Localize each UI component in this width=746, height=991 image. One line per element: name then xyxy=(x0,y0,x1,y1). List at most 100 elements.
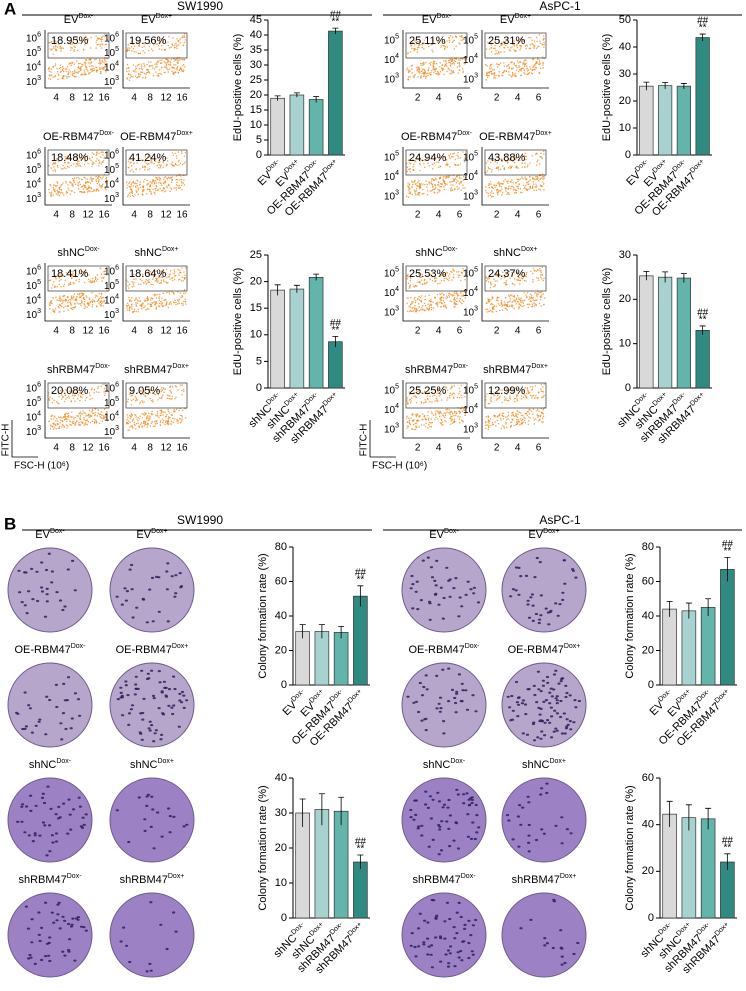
event-dot xyxy=(65,398,66,399)
event-dot xyxy=(183,182,184,183)
event-dot xyxy=(418,67,419,68)
event-dot xyxy=(489,422,490,423)
event-dot xyxy=(419,70,420,71)
event-dot xyxy=(73,296,74,297)
colony xyxy=(51,912,54,914)
event-dot xyxy=(175,43,176,44)
event-dot xyxy=(530,271,531,272)
event-dot xyxy=(450,300,451,301)
event-dot xyxy=(48,398,49,399)
event-dot xyxy=(437,189,438,190)
event-dot xyxy=(182,303,183,304)
event-dot xyxy=(166,185,167,186)
colony xyxy=(410,587,413,589)
event-dot xyxy=(159,180,160,181)
event-dot xyxy=(532,67,533,68)
event-dot xyxy=(99,161,100,162)
event-dot xyxy=(493,188,494,189)
event-dot xyxy=(168,409,169,410)
colony xyxy=(564,696,567,698)
event-dot xyxy=(486,163,487,164)
event-dot xyxy=(506,70,507,71)
event-dot xyxy=(536,190,537,191)
event-dot xyxy=(49,304,50,305)
event-dot xyxy=(411,302,412,303)
event-dot xyxy=(81,66,82,67)
event-dot xyxy=(154,183,155,184)
event-dot xyxy=(136,306,137,307)
colony xyxy=(163,681,166,683)
event-dot xyxy=(509,296,510,297)
colony xyxy=(28,954,31,956)
x-tick-label: 4 xyxy=(131,93,137,104)
event-dot xyxy=(539,60,540,61)
event-dot xyxy=(460,298,461,299)
x-tick-label: 4 xyxy=(436,443,442,454)
event-dot xyxy=(128,70,129,71)
event-dot xyxy=(459,188,460,189)
colony xyxy=(535,613,538,615)
event-dot xyxy=(461,272,462,273)
event-dot xyxy=(182,305,183,306)
event-dot xyxy=(453,181,454,182)
event-dot xyxy=(415,302,416,303)
event-dot xyxy=(127,414,128,415)
event-dot xyxy=(101,294,102,295)
event-dot xyxy=(410,285,411,286)
colony xyxy=(71,918,74,920)
colony xyxy=(172,704,175,706)
event-dot xyxy=(98,181,99,182)
event-dot xyxy=(536,187,537,188)
event-dot xyxy=(501,300,502,301)
event-dot xyxy=(455,36,456,37)
plate-label: shRBM47Dox+ xyxy=(120,873,185,886)
event-dot xyxy=(537,46,538,47)
event-dot xyxy=(156,66,157,67)
event-dot xyxy=(135,66,136,67)
event-dot xyxy=(155,423,156,424)
event-dot xyxy=(425,305,426,306)
event-dot xyxy=(91,416,92,417)
event-dot xyxy=(505,297,506,298)
event-dot xyxy=(441,413,442,414)
event-dot xyxy=(494,76,495,77)
event-dot xyxy=(513,182,514,183)
event-dot xyxy=(419,310,420,311)
gate-percent: 12.99% xyxy=(488,385,526,397)
event-dot xyxy=(428,411,429,412)
event-dot xyxy=(509,67,510,68)
event-dot xyxy=(153,294,154,295)
y-tick-label: 105 xyxy=(26,396,41,409)
event-dot xyxy=(54,312,55,313)
event-dot xyxy=(142,194,143,195)
event-dot xyxy=(94,392,95,393)
event-dot xyxy=(512,306,513,307)
event-dot xyxy=(99,163,100,164)
y-tick-label: 103 xyxy=(384,422,399,435)
event-dot xyxy=(172,162,173,163)
event-dot xyxy=(176,165,177,166)
y-tick-label-base: 10 xyxy=(463,385,475,396)
event-dot xyxy=(179,270,180,271)
event-dot xyxy=(423,64,424,65)
event-dot xyxy=(512,186,513,187)
y-tick-label: 104 xyxy=(104,410,119,423)
event-dot xyxy=(540,277,541,278)
event-dot xyxy=(133,64,134,65)
event-dot xyxy=(497,420,498,421)
event-dot xyxy=(101,37,102,38)
event-dot xyxy=(173,273,174,274)
event-dot xyxy=(127,430,128,431)
event-dot xyxy=(155,304,156,305)
plot-label-base: EV xyxy=(141,14,156,26)
event-dot xyxy=(173,67,174,68)
event-dot xyxy=(142,304,143,305)
event-dot xyxy=(541,296,542,297)
event-dot xyxy=(509,397,510,398)
event-dot xyxy=(509,68,510,69)
event-dot xyxy=(69,299,70,300)
event-dot xyxy=(450,65,451,66)
event-dot xyxy=(518,308,519,309)
event-dot xyxy=(514,398,515,399)
x-tick-label: 4 xyxy=(515,210,521,221)
